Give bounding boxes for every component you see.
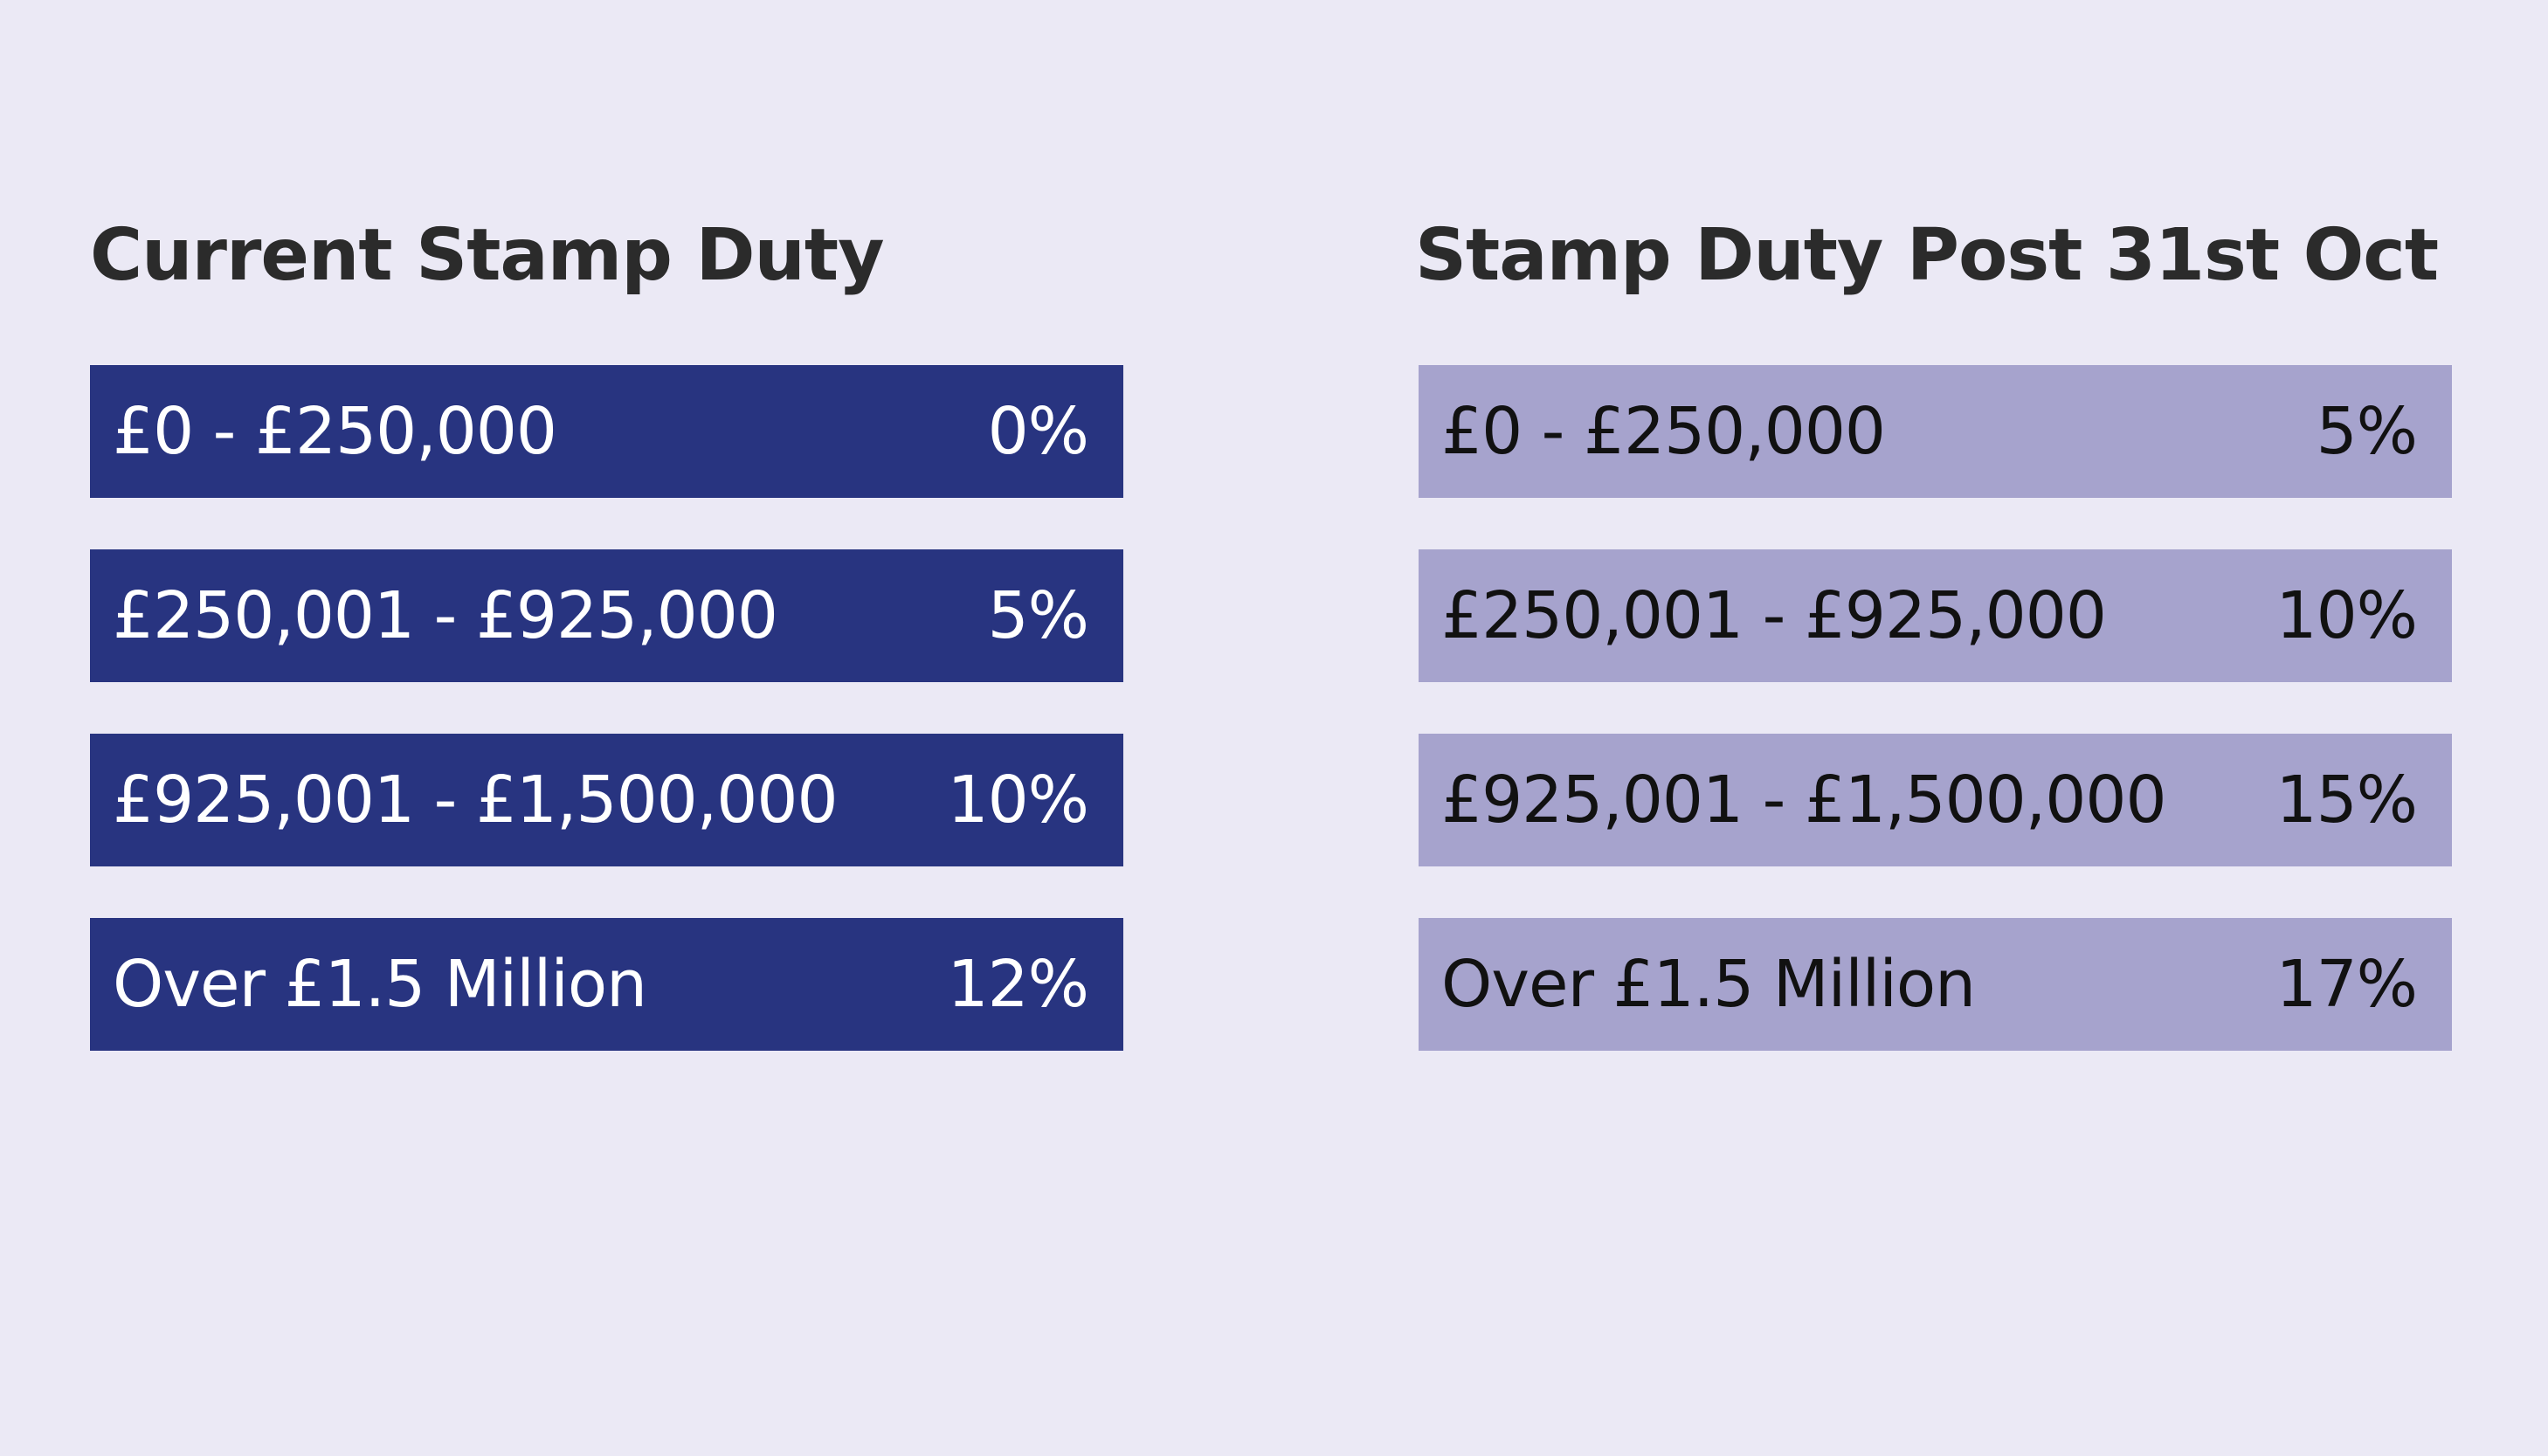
price-band: Over £1.5 Million bbox=[1441, 947, 1976, 1022]
tax-rate: 15% bbox=[2275, 763, 2418, 838]
price-band: £0 - £250,000 bbox=[113, 394, 557, 469]
price-band: £250,001 - £925,000 bbox=[1441, 578, 2107, 653]
tax-rate: 5% bbox=[2316, 394, 2418, 469]
price-band: £0 - £250,000 bbox=[1441, 394, 1886, 469]
price-band: £250,001 - £925,000 bbox=[113, 578, 778, 653]
tax-rate: 0% bbox=[987, 394, 1089, 469]
post-rate-row: £250,001 - £925,000 10% bbox=[1419, 549, 2452, 682]
price-band: £925,001 - £1,500,000 bbox=[1441, 763, 2167, 838]
post-stamp-duty-title: Stamp Duty Post 31st Oct bbox=[1415, 214, 2439, 297]
tax-rate: 10% bbox=[947, 763, 1089, 838]
post-rate-row: Over £1.5 Million 17% bbox=[1419, 918, 2452, 1051]
current-rate-row: £0 - £250,000 0% bbox=[90, 365, 1123, 498]
tax-rate: 5% bbox=[987, 578, 1089, 653]
post-rate-row: £925,001 - £1,500,000 15% bbox=[1419, 734, 2452, 866]
current-stamp-duty-title: Current Stamp Duty bbox=[90, 214, 885, 297]
tax-rate: 10% bbox=[2275, 578, 2418, 653]
tax-rate: 17% bbox=[2275, 947, 2418, 1022]
current-rate-row: £925,001 - £1,500,000 10% bbox=[90, 734, 1123, 866]
tax-rate: 12% bbox=[947, 947, 1089, 1022]
current-rate-row: Over £1.5 Million 12% bbox=[90, 918, 1123, 1051]
post-rate-row: £0 - £250,000 5% bbox=[1419, 365, 2452, 498]
current-rate-row: £250,001 - £925,000 5% bbox=[90, 549, 1123, 682]
price-band: Over £1.5 Million bbox=[113, 947, 647, 1022]
price-band: £925,001 - £1,500,000 bbox=[113, 763, 839, 838]
